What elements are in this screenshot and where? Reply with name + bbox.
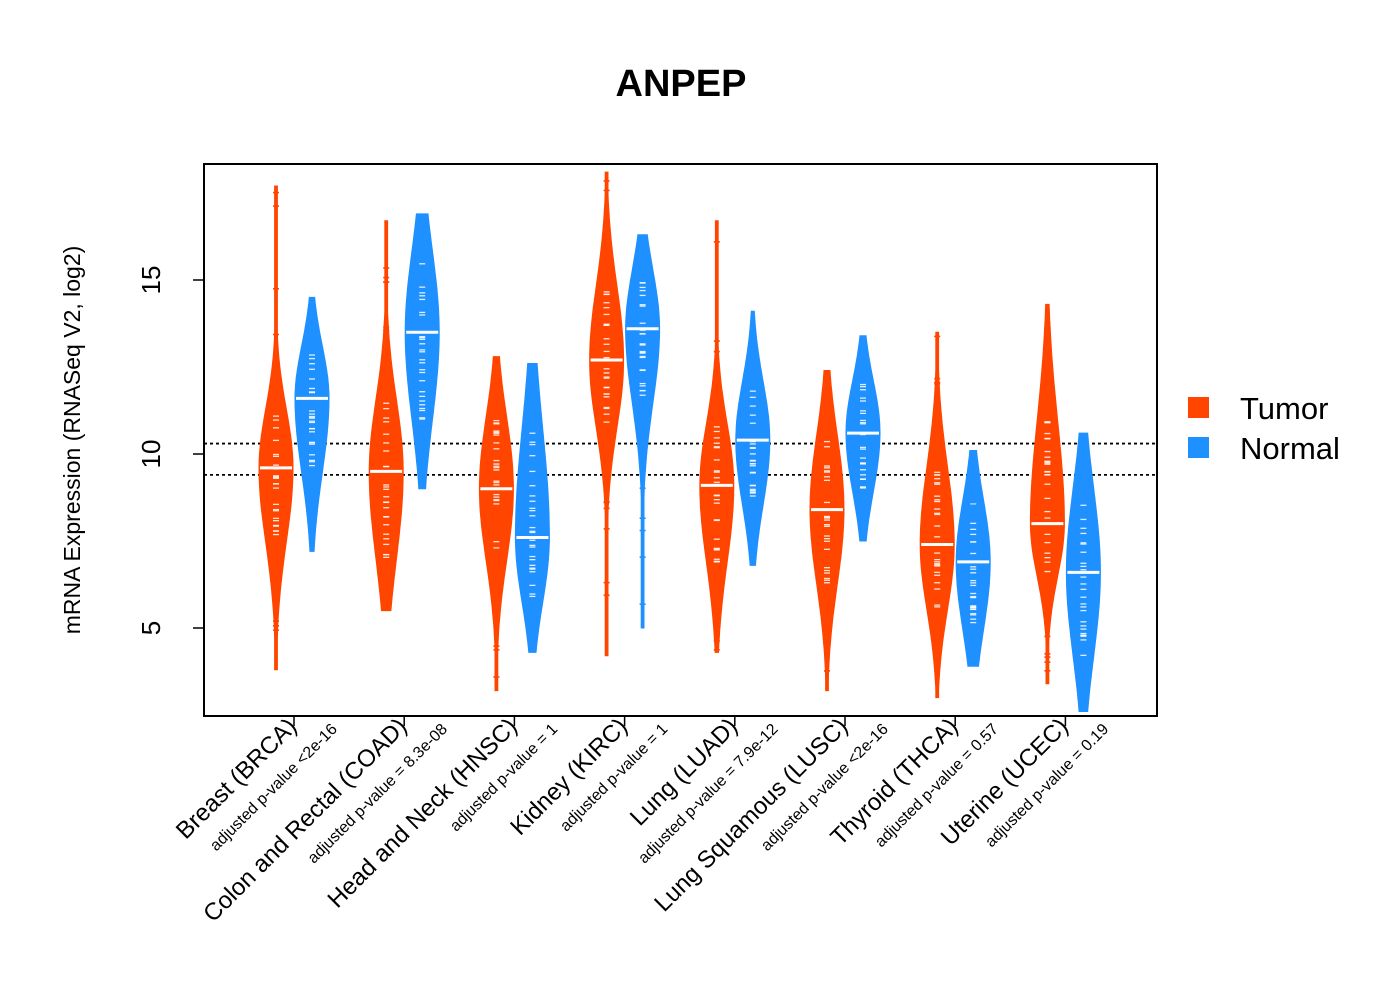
- violin-normal-2: [404, 213, 440, 490]
- violin-normal-1-body: [294, 296, 330, 552]
- violin-tumor-2-body: [368, 220, 404, 612]
- violin-normal-4: [625, 234, 661, 629]
- y-tick-label-1: 5: [136, 621, 166, 635]
- violin-tumor-6: [809, 370, 845, 692]
- plot-frame: [203, 163, 1158, 717]
- violin-tumor-2: [368, 220, 404, 612]
- violin-tumor-3: [478, 356, 514, 692]
- legend-label-normal: Normal: [1240, 431, 1340, 466]
- violin-normal-8: [1065, 432, 1101, 712]
- y-tick-label-2: 10: [136, 440, 166, 469]
- legend: Tumor Normal: [1188, 391, 1340, 466]
- violin-normal-5: [735, 310, 771, 566]
- legend-label-tumor: Tumor: [1240, 391, 1328, 426]
- plot-area: Breast (BRCA)adjusted p-value <2e-16Colo…: [136, 163, 1158, 927]
- chart-title: ANPEP: [616, 63, 747, 105]
- violin-tumor-6-body: [809, 370, 845, 692]
- violin-normal-6: [845, 335, 881, 542]
- violin-tumor-7: [919, 331, 955, 699]
- y-tick-label-3: 15: [136, 266, 166, 295]
- violin-normal-1: [294, 296, 330, 552]
- violin-tumor-5: [699, 220, 735, 653]
- violin-normal-3: [514, 363, 550, 653]
- violin-normal-7-body: [955, 450, 991, 667]
- violin-normal-4-body: [625, 234, 661, 629]
- violin-tumor-4: [589, 171, 625, 657]
- violin-normal-6-body: [845, 335, 881, 542]
- violin-tumor-5-body: [699, 220, 735, 653]
- y-axis-label: mRNA Expression (RNASeq V2, log2): [59, 246, 85, 635]
- violin-tumor-1: [258, 185, 294, 671]
- violin-tumor-8: [1029, 303, 1065, 685]
- violin-tumor-8-body: [1029, 303, 1065, 685]
- legend-swatch-tumor: [1188, 397, 1209, 418]
- legend-swatch-normal: [1188, 437, 1209, 458]
- violin-tumor-3-body: [478, 356, 514, 692]
- violin-normal-5-body: [735, 310, 771, 566]
- violin-normal-7: [955, 450, 991, 667]
